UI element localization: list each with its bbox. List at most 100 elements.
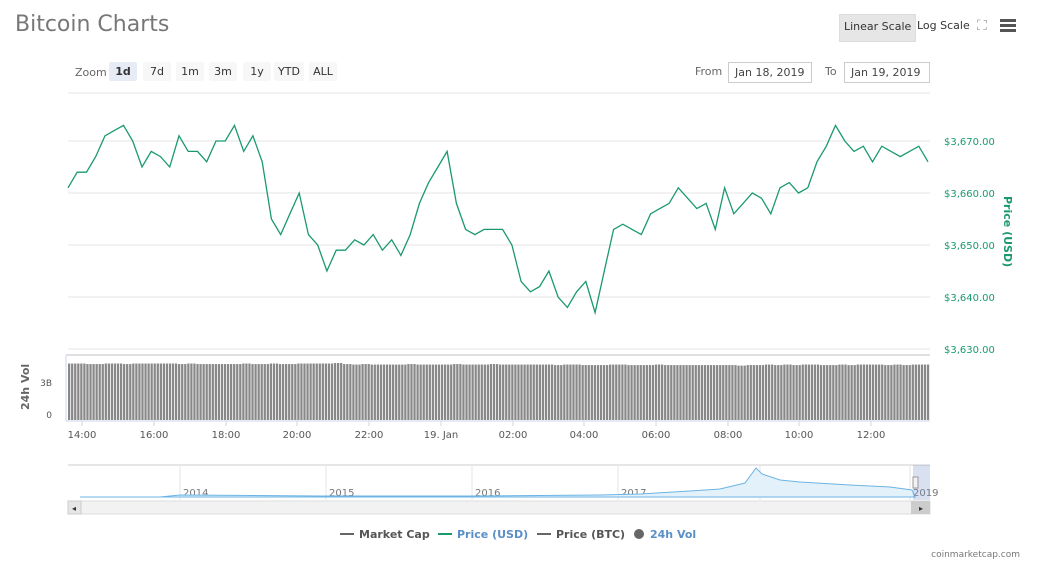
volume-bar	[722, 365, 725, 420]
volume-bar	[266, 364, 269, 420]
x-tick-label: 14:00	[68, 430, 97, 441]
volume-bar	[147, 363, 150, 420]
volume-bar	[159, 363, 162, 420]
log-scale-button[interactable]: Log Scale	[917, 19, 970, 32]
volume-bar	[395, 364, 398, 420]
volume-bar	[838, 364, 841, 420]
volume-bar	[425, 364, 428, 420]
volume-bar	[554, 365, 557, 420]
zoom-button-ytd[interactable]: YTD	[274, 62, 304, 81]
volume-bar	[343, 364, 346, 420]
y-tick-label: $3,650.00	[944, 241, 995, 252]
volume-bar	[217, 364, 221, 420]
price-axis-title: Price (USD)	[1001, 196, 1014, 268]
volume-bar	[83, 363, 86, 420]
volume-bar	[862, 364, 866, 420]
volume-bar	[178, 364, 181, 420]
volume-bar	[599, 365, 603, 420]
legend-item-24h-vol[interactable]: 24h Vol	[634, 528, 696, 541]
volume-bar	[749, 365, 752, 420]
volume-bar	[138, 363, 141, 420]
volume-bar	[734, 365, 737, 420]
volume-bar	[89, 364, 92, 420]
volume-bar	[630, 365, 633, 420]
volume-bar	[410, 364, 413, 420]
scroll-left-button[interactable]	[67, 500, 82, 515]
navigator-scrollbar[interactable]	[67, 500, 931, 515]
volume-bar	[220, 364, 224, 420]
zoom-button-1d[interactable]: 1d	[109, 62, 137, 81]
volume-bar	[908, 365, 911, 420]
volume-bar	[926, 364, 930, 420]
volume-bar	[816, 364, 820, 420]
zoom-button-1m[interactable]: 1m	[176, 62, 204, 81]
volume-bar	[306, 363, 309, 420]
x-tick-label: 10:00	[785, 430, 814, 441]
zoom-button-all[interactable]: ALL	[309, 62, 337, 81]
volume-bar	[612, 364, 615, 420]
linear-scale-button[interactable]: Linear Scale	[839, 14, 917, 42]
volume-bar	[382, 364, 386, 420]
zoom-button-1y[interactable]: 1y	[243, 62, 271, 81]
volume-bar	[645, 365, 648, 420]
volume-bar	[532, 364, 535, 420]
volume-bar	[777, 365, 780, 420]
from-date-input[interactable]: Jan 18, 2019	[728, 62, 812, 83]
volume-bar	[401, 364, 404, 420]
x-tick-label: 04:00	[570, 430, 599, 441]
navigator-selection[interactable]	[913, 465, 930, 500]
volume-bar	[132, 363, 135, 420]
volume-bar	[746, 365, 749, 420]
volume-bar	[505, 364, 508, 420]
fullscreen-icon[interactable]: ⛶	[977, 18, 987, 34]
zoom-button-3m[interactable]: 3m	[209, 62, 237, 81]
volume-bar	[440, 364, 444, 420]
volume-axis-title: 24h Vol	[19, 363, 32, 410]
menu-icon[interactable]	[1000, 19, 1016, 32]
volume-bar	[95, 364, 98, 420]
volume-bar	[758, 365, 762, 420]
zoom-button-7d[interactable]: 7d	[143, 62, 171, 81]
scroll-right-button[interactable]	[911, 501, 930, 514]
volume-bar	[153, 363, 156, 420]
volume-bar	[309, 363, 312, 420]
volume-bar	[780, 365, 783, 420]
volume-bar	[110, 363, 114, 420]
navigator-handle[interactable]	[912, 476, 919, 489]
volume-bar	[462, 364, 465, 420]
volume-bar	[508, 364, 511, 420]
volume-bar	[587, 365, 590, 420]
volume-bar	[184, 364, 187, 420]
volume-bar	[526, 364, 529, 420]
volume-bar	[174, 363, 178, 420]
volume-bar	[327, 363, 331, 420]
legend-item-market-cap[interactable]: Market Cap	[340, 528, 430, 541]
volume-bar	[633, 365, 636, 420]
volume-bar	[492, 364, 496, 420]
volume-bar	[673, 365, 676, 420]
volume-bar	[459, 364, 462, 420]
legend-item-price-usd[interactable]: Price (USD)	[438, 528, 528, 541]
volume-bar	[392, 364, 395, 420]
x-tick-label: 16:00	[140, 430, 169, 441]
to-date-input[interactable]: Jan 19, 2019	[844, 62, 930, 83]
volume-bar	[826, 365, 829, 420]
volume-bar	[893, 364, 896, 420]
volume-bar	[847, 365, 850, 420]
volume-bar	[575, 364, 578, 420]
volume-bar	[823, 365, 826, 420]
volume-bar	[538, 364, 541, 420]
page-title: Bitcoin Charts	[15, 12, 170, 37]
volume-bar	[233, 364, 236, 420]
volume-bar	[116, 363, 120, 420]
volume-bar	[141, 363, 144, 420]
volume-bar	[477, 364, 480, 420]
volume-bar	[795, 365, 798, 420]
volume-bar	[74, 363, 77, 420]
volume-bar	[737, 365, 740, 420]
volume-bar	[355, 364, 358, 420]
volume-bar	[920, 364, 924, 420]
legend-item-price-btc[interactable]: Price (BTC)	[537, 528, 625, 541]
credit-link[interactable]: coinmarketcap.com	[931, 550, 1020, 560]
